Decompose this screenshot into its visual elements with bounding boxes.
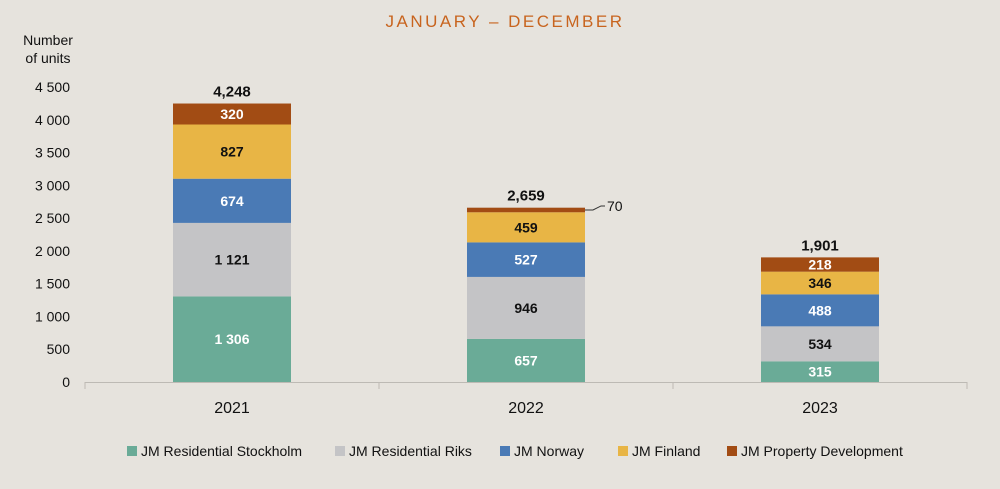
data-label: 1 306 bbox=[214, 331, 249, 347]
y-axis-label-line-2: of units bbox=[25, 50, 70, 66]
total-label: 2,659 bbox=[507, 188, 545, 205]
data-label: 218 bbox=[808, 257, 832, 273]
y-tick-label: 4 000 bbox=[35, 112, 70, 128]
y-tick-label: 500 bbox=[47, 341, 71, 357]
total-label: 4,248 bbox=[213, 84, 251, 101]
legend-item: JM Norway bbox=[500, 443, 584, 459]
legend-item: JM Residential Riks bbox=[335, 443, 472, 459]
total-label: 1,901 bbox=[801, 237, 839, 254]
bar-segment bbox=[467, 242, 585, 277]
bar-segment bbox=[467, 276, 585, 339]
legend-label: JM Finland bbox=[632, 443, 700, 459]
data-label: 346 bbox=[808, 275, 832, 291]
x-tick-label: 2023 bbox=[802, 400, 838, 417]
bar-segment bbox=[173, 124, 291, 179]
y-tick-label: 1 000 bbox=[35, 308, 70, 324]
bar-segment bbox=[173, 178, 291, 223]
legend-swatch bbox=[335, 446, 345, 456]
bars: 1 306 1 121 674 827 320 4,248 657 946 527 459 70 2,… bbox=[173, 84, 879, 382]
bar-segment bbox=[173, 296, 291, 382]
bar-stack-2023: 315 534 488 346 218 1,901 bbox=[761, 237, 879, 382]
legend-item: JM Property Development bbox=[727, 443, 903, 459]
data-label: 1 121 bbox=[214, 252, 249, 268]
y-tick-label: 2 500 bbox=[35, 210, 70, 226]
y-tick-label: 0 bbox=[62, 374, 70, 390]
x-tick-label: 2021 bbox=[214, 400, 250, 417]
x-axis-ticks: 2021 2022 2023 bbox=[84, 382, 968, 417]
legend-item: JM Finland bbox=[618, 443, 700, 459]
data-label: 534 bbox=[808, 336, 832, 352]
legend: JM Residential Stockholm JM Residential R… bbox=[127, 443, 903, 459]
callout-label: 70 bbox=[607, 198, 623, 214]
bar-stack-2021: 1 306 1 121 674 827 320 4,248 bbox=[173, 84, 291, 382]
bar-segment bbox=[467, 212, 585, 243]
legend-item: JM Residential Stockholm bbox=[127, 443, 302, 459]
data-label: 946 bbox=[514, 300, 538, 316]
data-label: 459 bbox=[514, 219, 538, 235]
data-label: 657 bbox=[514, 352, 538, 368]
data-label: 674 bbox=[220, 193, 244, 209]
chart-title: JANUARY – DECEMBER bbox=[386, 12, 625, 31]
legend-swatch bbox=[127, 446, 137, 456]
bar-segment bbox=[761, 257, 879, 272]
bar-segment bbox=[761, 294, 879, 327]
legend-label: JM Norway bbox=[514, 443, 584, 459]
y-tick-label: 1 500 bbox=[35, 276, 70, 292]
bar-segment bbox=[761, 326, 879, 362]
bar-segment bbox=[173, 103, 291, 125]
bar-segment bbox=[467, 207, 585, 213]
bar-segment bbox=[467, 338, 585, 382]
legend-label: JM Residential Stockholm bbox=[141, 443, 302, 459]
data-label: 320 bbox=[220, 106, 244, 122]
legend-swatch bbox=[618, 446, 628, 456]
bar-segment bbox=[761, 271, 879, 295]
bar-segment bbox=[173, 222, 291, 297]
data-label: 827 bbox=[220, 144, 244, 160]
y-tick-label: 3 000 bbox=[35, 177, 70, 193]
y-tick-label: 3 500 bbox=[35, 145, 70, 161]
bar-stack-2022: 657 946 527 459 70 2,659 bbox=[467, 188, 623, 382]
data-label: 315 bbox=[808, 364, 832, 380]
y-tick-label: 4 500 bbox=[35, 79, 70, 95]
legend-label: JM Property Development bbox=[741, 443, 903, 459]
legend-swatch bbox=[727, 446, 737, 456]
y-axis-ticks: 0 500 1 000 1 500 2 000 2 500 3 000 3 500 4 000 4… bbox=[35, 79, 70, 390]
y-tick-label: 2 000 bbox=[35, 243, 70, 259]
legend-swatch bbox=[500, 446, 510, 456]
data-label: 488 bbox=[808, 302, 832, 318]
data-label: 527 bbox=[514, 252, 538, 268]
legend-label: JM Residential Riks bbox=[349, 443, 472, 459]
x-tick-label: 2022 bbox=[508, 400, 544, 417]
bar-segment bbox=[761, 361, 879, 382]
callout-leader-line bbox=[585, 205, 605, 211]
y-axis-label-line-1: Number bbox=[23, 32, 73, 48]
